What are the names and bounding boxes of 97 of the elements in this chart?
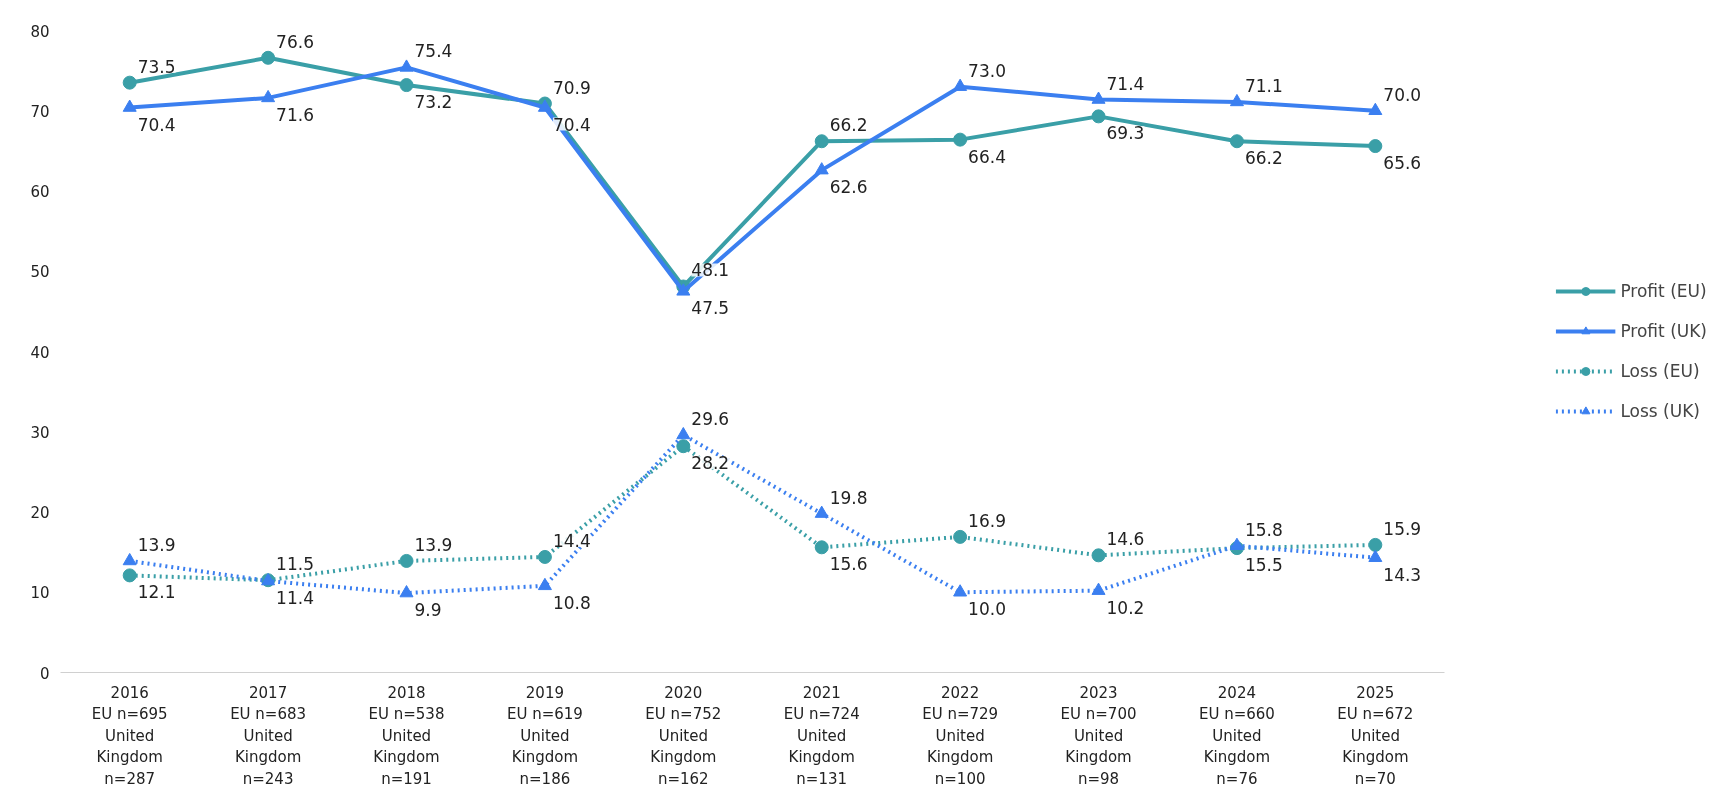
data-label: 69.3: [1106, 123, 1145, 144]
data-label: 66.2: [1244, 148, 1283, 169]
point: [1368, 549, 1383, 562]
y-tick-label: 80: [30, 22, 50, 41]
point: [537, 577, 552, 591]
point: [122, 552, 137, 566]
y-tick-label: 70: [30, 102, 50, 121]
point: [1368, 102, 1383, 115]
data-label: 65.6: [1383, 153, 1422, 174]
data-label: 73.5: [137, 56, 176, 77]
point: [676, 426, 691, 440]
data-label: 62.6: [829, 177, 868, 198]
data-label: 71.6: [276, 104, 314, 125]
point: [122, 99, 137, 112]
point: [1229, 537, 1244, 550]
y-tick-label: 60: [30, 183, 50, 201]
point: [122, 75, 137, 90]
point: [1368, 537, 1383, 552]
point: [399, 553, 414, 568]
data-label: 47.5: [691, 298, 730, 319]
point: [537, 549, 552, 564]
point: [953, 132, 968, 147]
data-label: 71.1: [1244, 75, 1283, 96]
point: [1091, 548, 1106, 563]
point: [814, 162, 829, 175]
data-label: 15.8: [1244, 519, 1283, 540]
data-label: 29.6: [691, 408, 730, 429]
data-label: 15.5: [1244, 555, 1283, 576]
data-label: 70.0: [1383, 84, 1422, 105]
data-label: 28.2: [691, 453, 730, 474]
point: [814, 134, 829, 149]
data-label: 10.8: [552, 592, 591, 613]
point: [814, 505, 829, 518]
data-label: 11.4: [276, 588, 314, 609]
y-tick-label: 40: [30, 343, 50, 362]
x-tick-label: 2017 EU n=683 United Kingdom n=243: [230, 683, 307, 788]
data-label: 10.2: [1106, 597, 1145, 618]
y-tick-label: 0: [39, 664, 50, 683]
data-label: 9.9: [414, 600, 442, 621]
data-label: 14.6: [1106, 529, 1145, 550]
data-label: 15.6: [829, 554, 868, 575]
point: [399, 78, 414, 93]
point: [953, 529, 968, 544]
data-label: 14.4: [552, 530, 591, 551]
data-label: 12.1: [137, 582, 176, 603]
data-label: 73.0: [968, 60, 1006, 81]
x-tick-label: 2016 EU n=695 United Kingdom n=287: [91, 683, 168, 788]
legend-label: Profit (EU): [1620, 281, 1707, 301]
data-label: 71.4: [1106, 73, 1145, 94]
point: [261, 50, 276, 65]
y-tick-label: 10: [30, 584, 50, 603]
data-label: 73.2: [414, 92, 453, 113]
x-tick-label: 2024 EU n=660 United Kingdom n=76: [1198, 683, 1275, 788]
point: [1229, 134, 1244, 149]
data-label: 13.9: [137, 534, 176, 555]
point: [814, 540, 829, 555]
x-tick-label: 2023 EU n=700 United Kingdom n=98: [1060, 683, 1137, 788]
data-label: 76.6: [276, 31, 314, 52]
data-label: 11.5: [276, 554, 314, 575]
data-label: 10.0: [968, 599, 1006, 620]
point: [399, 585, 414, 598]
x-tick-label: 2025 EU n=672 United Kingdom n=70: [1337, 683, 1414, 788]
point: [1091, 91, 1106, 104]
legend-label: Profit (UK): [1620, 321, 1707, 341]
legend-label: Loss (EU): [1620, 361, 1700, 381]
x-tick-label: 2018 EU n=538 United Kingdom n=191: [368, 683, 445, 788]
data-label: 48.1: [691, 260, 730, 281]
data-label: 66.4: [968, 146, 1006, 167]
point: [399, 59, 414, 72]
y-tick-label: 30: [30, 423, 50, 442]
data-label: 66.2: [829, 115, 868, 136]
point: [953, 584, 968, 597]
x-tick-label: 2020 EU n=752 United Kingdom n=162: [645, 683, 722, 788]
data-label: 70.9: [552, 77, 591, 98]
data-label: 15.9: [1383, 518, 1422, 539]
point: [676, 283, 691, 296]
y-tick-label: 50: [30, 263, 50, 282]
data-label: 14.3: [1383, 564, 1422, 585]
point: [261, 89, 276, 103]
data-label: 70.4: [552, 114, 591, 135]
data-label: 70.4: [137, 114, 176, 135]
x-tick-label: 2022 EU n=729 United Kingdom n=100: [922, 683, 999, 788]
x-tick-label: 2021 EU n=724 United Kingdom n=131: [783, 683, 860, 788]
point: [1368, 139, 1383, 154]
data-label: 16.9: [968, 510, 1006, 531]
point: [1091, 582, 1106, 595]
point: [1229, 93, 1244, 107]
point: [1091, 109, 1106, 124]
data-label: 75.4: [414, 41, 453, 62]
point: [676, 439, 691, 454]
point: [122, 568, 137, 583]
x-tick-label: 2019 EU n=619 United Kingdom n=186: [506, 683, 583, 788]
data-label: 13.9: [414, 534, 453, 555]
y-tick-label: 20: [30, 504, 50, 522]
data-label: 19.8: [829, 487, 868, 508]
legend-label: Loss (UK): [1620, 401, 1700, 421]
point: [953, 78, 968, 91]
